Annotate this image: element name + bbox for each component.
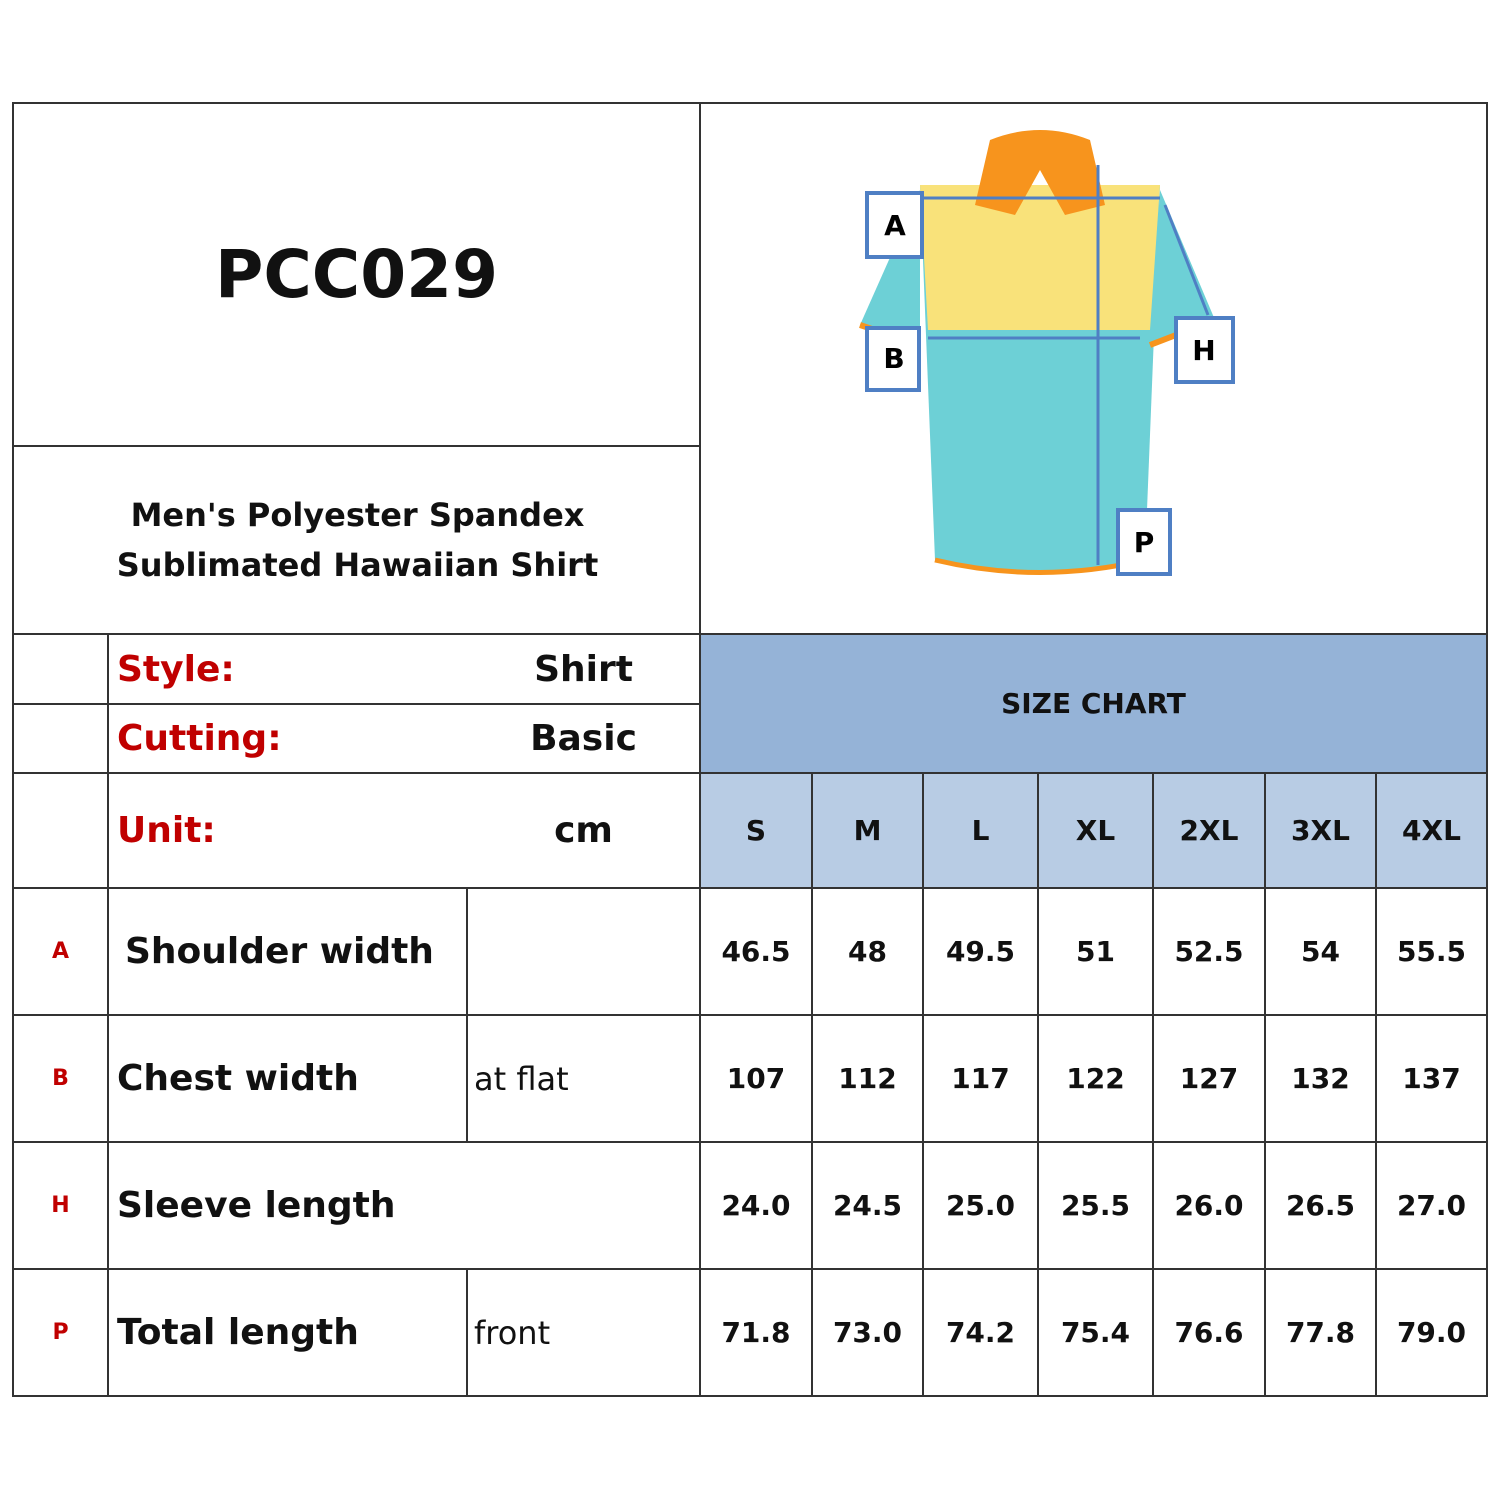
marker-p: P <box>1134 526 1155 559</box>
row-note <box>474 888 694 1015</box>
cutting-value: Basic <box>530 718 637 759</box>
size-header-s: S <box>745 814 767 847</box>
size-value: 137 <box>1402 1062 1461 1095</box>
grid-line <box>107 633 109 1397</box>
row-code-b: B <box>52 1066 69 1091</box>
size-value: 54 <box>1301 935 1340 968</box>
size-chart-title: SIZE CHART <box>1001 687 1186 720</box>
grid-line <box>466 1269 468 1397</box>
grid-line <box>1037 773 1039 1397</box>
size-value: 112 <box>838 1062 897 1095</box>
grid-line <box>13 703 701 705</box>
grid-line <box>13 102 1488 104</box>
size-value: 75.4 <box>1060 1316 1131 1349</box>
size-header-m: M <box>853 814 882 847</box>
style-label: Style: <box>117 648 235 690</box>
size-value: 48 <box>848 935 887 968</box>
row-name: Total length <box>117 1312 359 1353</box>
size-header-2xl: 2XL <box>1179 814 1239 847</box>
grid-line <box>1152 773 1154 1397</box>
product-code: PCC029 <box>214 236 498 313</box>
size-value: 49.5 <box>945 935 1016 968</box>
size-value: 55.5 <box>1396 935 1467 968</box>
size-value: 77.8 <box>1285 1316 1356 1349</box>
size-value: 52.5 <box>1174 935 1244 968</box>
grid-line <box>13 1395 1488 1397</box>
size-header-3xl: 3XL <box>1291 814 1350 847</box>
size-value: 73.0 <box>832 1316 903 1349</box>
sleeve-right <box>1150 190 1215 345</box>
grid-line <box>1264 773 1266 1397</box>
row-code-p: P <box>52 1320 69 1345</box>
row-name: Shoulder width <box>125 931 434 972</box>
unit-label: Unit: <box>117 810 216 851</box>
product-name: Men's Polyester Spandex Sublimated Hawai… <box>116 496 599 584</box>
size-value: 24.5 <box>832 1189 903 1222</box>
grid-line <box>922 773 924 1397</box>
grid-line <box>13 1268 1488 1270</box>
marker-h: H <box>1192 334 1215 367</box>
size-chart-title-band <box>700 634 1487 773</box>
size-value: 24.0 <box>721 1189 791 1222</box>
size-header-band <box>700 773 1487 888</box>
grid-line <box>12 102 14 1397</box>
size-value: 25.0 <box>945 1189 1016 1222</box>
marker-a: A <box>884 209 906 242</box>
row-note: at flat <box>474 1059 569 1098</box>
grid-line <box>13 1014 1488 1016</box>
cutting-label: Cutting: <box>117 718 282 759</box>
size-value: 26.5 <box>1285 1189 1356 1222</box>
row-code-a: A <box>51 939 70 964</box>
size-header-4xl: 4XL <box>1402 814 1461 847</box>
grid-line <box>13 772 1488 774</box>
shirt-yoke <box>920 185 1160 330</box>
size-header-l: L <box>971 814 990 847</box>
size-value: 107 <box>726 1062 786 1095</box>
grid-line <box>699 102 701 1397</box>
row-code-h: H <box>51 1193 70 1218</box>
unit-value: cm <box>554 810 613 851</box>
grid-line <box>13 633 1488 635</box>
row-name: Chest width <box>117 1058 359 1099</box>
grid-line <box>13 1141 1488 1143</box>
size-header-xl: XL <box>1075 814 1116 847</box>
shirt-collar <box>975 130 1105 215</box>
size-value: 117 <box>951 1062 1010 1095</box>
size-value: 46.5 <box>721 935 791 968</box>
size-value: 74.2 <box>945 1316 1016 1349</box>
style-value: Shirt <box>534 648 633 690</box>
size-value: 132 <box>1291 1062 1350 1095</box>
row-note: front <box>474 1313 551 1352</box>
size-value: 127 <box>1179 1062 1239 1095</box>
size-value: 79.0 <box>1396 1316 1467 1349</box>
size-value: 26.0 <box>1174 1189 1244 1222</box>
size-value: 25.5 <box>1060 1189 1131 1222</box>
marker-b: B <box>883 342 904 375</box>
size-value: 51 <box>1076 935 1115 968</box>
size-value: 122 <box>1066 1062 1125 1095</box>
size-value: 27.0 <box>1396 1189 1467 1222</box>
grid-line <box>1486 102 1488 1397</box>
grid-line <box>811 773 813 1397</box>
grid-line <box>466 888 468 1142</box>
shirt-measurement-diagram: A B H P <box>859 130 1235 576</box>
grid-line <box>1375 773 1377 1397</box>
row-name: Sleeve length <box>117 1185 396 1226</box>
grid-line <box>13 887 1488 889</box>
size-value: 71.8 <box>721 1316 791 1349</box>
size-value: 76.6 <box>1174 1316 1244 1349</box>
row-note <box>474 1142 694 1269</box>
grid-line <box>13 445 701 447</box>
